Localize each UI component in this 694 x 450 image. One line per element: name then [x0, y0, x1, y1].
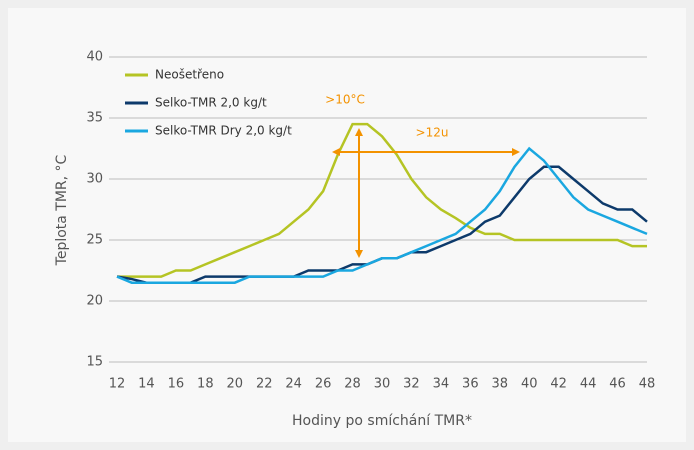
x-tick-label: 38 — [492, 377, 509, 392]
x-tick-label: 32 — [403, 377, 420, 392]
y-tick-label: 40 — [86, 50, 103, 65]
x-tick-label: 28 — [344, 377, 361, 392]
annotation: >12u — [416, 126, 449, 140]
x-tick-label: 42 — [550, 377, 567, 392]
arrow-head — [355, 128, 363, 136]
x-tick-label: 22 — [256, 377, 273, 392]
x-tick-label: 12 — [109, 377, 126, 392]
legend-label: Selko-TMR Dry 2,0 kg/t — [155, 124, 292, 138]
x-tick-label: 26 — [315, 377, 332, 392]
y-tick-label: 25 — [86, 233, 103, 248]
line — [116, 146, 648, 284]
x-tick-label: 30 — [374, 377, 391, 392]
panel — [8, 8, 686, 442]
x-tick-label: 16 — [168, 377, 185, 392]
arrow-head — [355, 250, 363, 258]
x-tick-label: 48 — [639, 377, 656, 392]
x-tick-label: 40 — [521, 377, 538, 392]
arrows — [332, 128, 520, 258]
line — [117, 122, 647, 278]
y-tick-label: 30 — [86, 172, 103, 187]
x-tick-label: 18 — [197, 377, 214, 392]
x-axis-label: Hodiny po smíchání TMR* — [292, 413, 472, 429]
x-tick-label: 14 — [138, 377, 155, 392]
y-tick-label: 20 — [86, 294, 103, 309]
x-tick-label: 24 — [285, 377, 302, 392]
x-tick-label: 34 — [433, 377, 450, 392]
x-tick-label: 44 — [580, 377, 597, 392]
arrow-head — [512, 148, 520, 156]
y-tick-label: 15 — [86, 355, 103, 370]
x-tick-label: 20 — [227, 377, 244, 392]
legend-label: Neošetřeno — [155, 68, 224, 82]
y-tick-label: 35 — [86, 111, 103, 126]
annotation: >10°C — [325, 93, 365, 107]
y-axis-label: Teplota TMR, °C — [54, 154, 70, 266]
x-tick-label: 46 — [609, 377, 626, 392]
arrow-head — [332, 148, 340, 156]
x-tick-label: 36 — [462, 377, 479, 392]
legend-label: Selko-TMR 2,0 kg/t — [155, 96, 267, 110]
